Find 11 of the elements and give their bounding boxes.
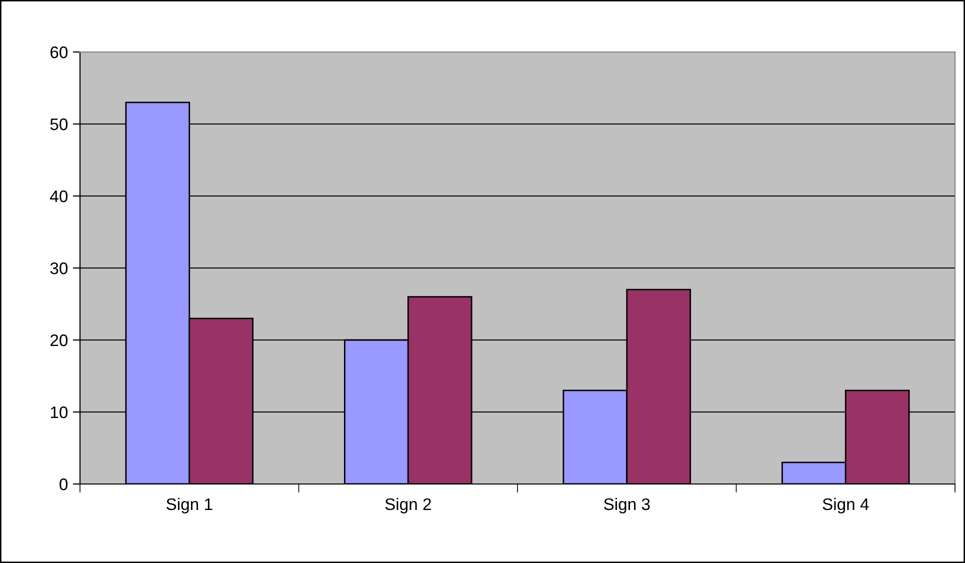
x-tick-label: Sign 4 (822, 498, 869, 514)
x-tick-label: Sign 1 (166, 498, 212, 514)
y-tick-label: 50 (50, 118, 68, 130)
y-tick-label: 40 (50, 190, 68, 202)
x-tick-label: Sign 2 (385, 498, 431, 514)
y-tick-label: 60 (50, 46, 68, 58)
y-tick-label: 30 (50, 262, 68, 274)
y-tick-label: 0 (60, 478, 68, 490)
y-tick-label: 10 (50, 406, 68, 418)
x-tick-label: Sign 3 (604, 498, 650, 514)
y-tick-label: 20 (50, 334, 68, 346)
